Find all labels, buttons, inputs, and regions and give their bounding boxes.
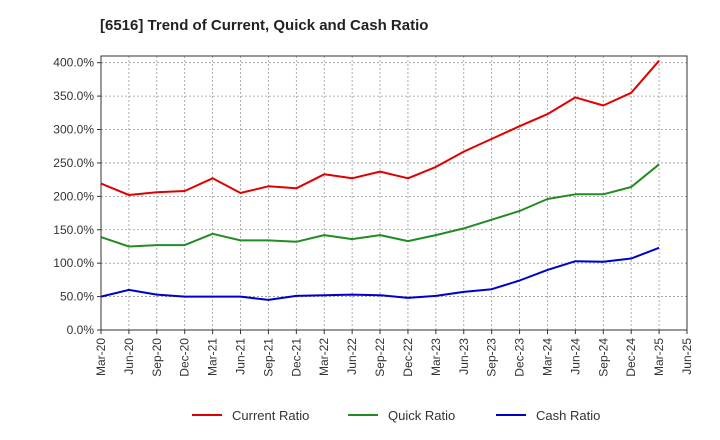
series-lines bbox=[100, 60, 660, 301]
y-tick-label: 50.0% bbox=[60, 290, 94, 304]
x-tick-label: Mar-21 bbox=[206, 338, 220, 376]
x-tick-label: Dec-21 bbox=[289, 338, 303, 377]
x-tick-label: Sep-20 bbox=[150, 338, 164, 377]
y-tick-label: 400.0% bbox=[53, 56, 94, 70]
x-tick-label: Mar-25 bbox=[652, 338, 666, 376]
x-tick-label: Jun-25 bbox=[680, 338, 694, 375]
x-tick-label: Dec-23 bbox=[513, 338, 527, 377]
x-tick-label: Mar-20 bbox=[94, 338, 108, 376]
x-tick-label: Mar-23 bbox=[429, 338, 443, 376]
y-tick-label: 100.0% bbox=[53, 256, 94, 270]
legend-label: Current Ratio bbox=[232, 408, 309, 423]
chart-title: [6516] Trend of Current, Quick and Cash … bbox=[100, 17, 428, 34]
y-axis-ticks: 0.0% 50.0% 100.0% 150.0% 200.0% 250.0% 300.0% 3… bbox=[53, 56, 101, 337]
x-tick-label: Sep-23 bbox=[485, 338, 499, 377]
x-tick-label: Jun-23 bbox=[457, 338, 471, 375]
y-tick-label: 350.0% bbox=[53, 89, 94, 103]
x-tick-label: Dec-24 bbox=[624, 338, 638, 377]
y-tick-label: 300.0% bbox=[53, 123, 94, 137]
x-axis-ticks: Mar-20 Jun-20 Sep-20 Dec-20 Mar-21 Jun-21 Sep-… bbox=[94, 330, 694, 377]
y-tick-label: 150.0% bbox=[53, 223, 94, 237]
y-tick-label: 200.0% bbox=[53, 189, 94, 203]
x-tick-label: Sep-21 bbox=[261, 338, 275, 377]
legend-label: Cash Ratio bbox=[536, 408, 600, 423]
x-tick-label: Jun-22 bbox=[345, 338, 359, 375]
legend: Current Ratio Quick Ratio Cash Ratio bbox=[192, 408, 600, 423]
grid-lines bbox=[100, 56, 688, 331]
x-tick-label: Mar-24 bbox=[540, 338, 554, 376]
y-tick-label: 250.0% bbox=[53, 156, 94, 170]
x-tick-label: Sep-22 bbox=[373, 338, 387, 377]
x-tick-label: Jun-21 bbox=[234, 338, 248, 375]
y-tick-label: 0.0% bbox=[67, 323, 95, 337]
legend-label: Quick Ratio bbox=[388, 408, 455, 423]
x-tick-label: Jun-24 bbox=[568, 338, 582, 375]
x-tick-label: Sep-24 bbox=[596, 338, 610, 377]
series-line-current-ratio bbox=[100, 60, 660, 196]
series-line-cash-ratio bbox=[100, 246, 660, 301]
x-tick-label: Dec-20 bbox=[178, 338, 192, 377]
plot-frame bbox=[100, 55, 688, 331]
x-tick-label: Mar-22 bbox=[317, 338, 331, 376]
series-line-quick-ratio bbox=[100, 163, 660, 248]
x-tick-label: Jun-20 bbox=[122, 338, 136, 375]
x-tick-label: Dec-22 bbox=[401, 338, 415, 377]
